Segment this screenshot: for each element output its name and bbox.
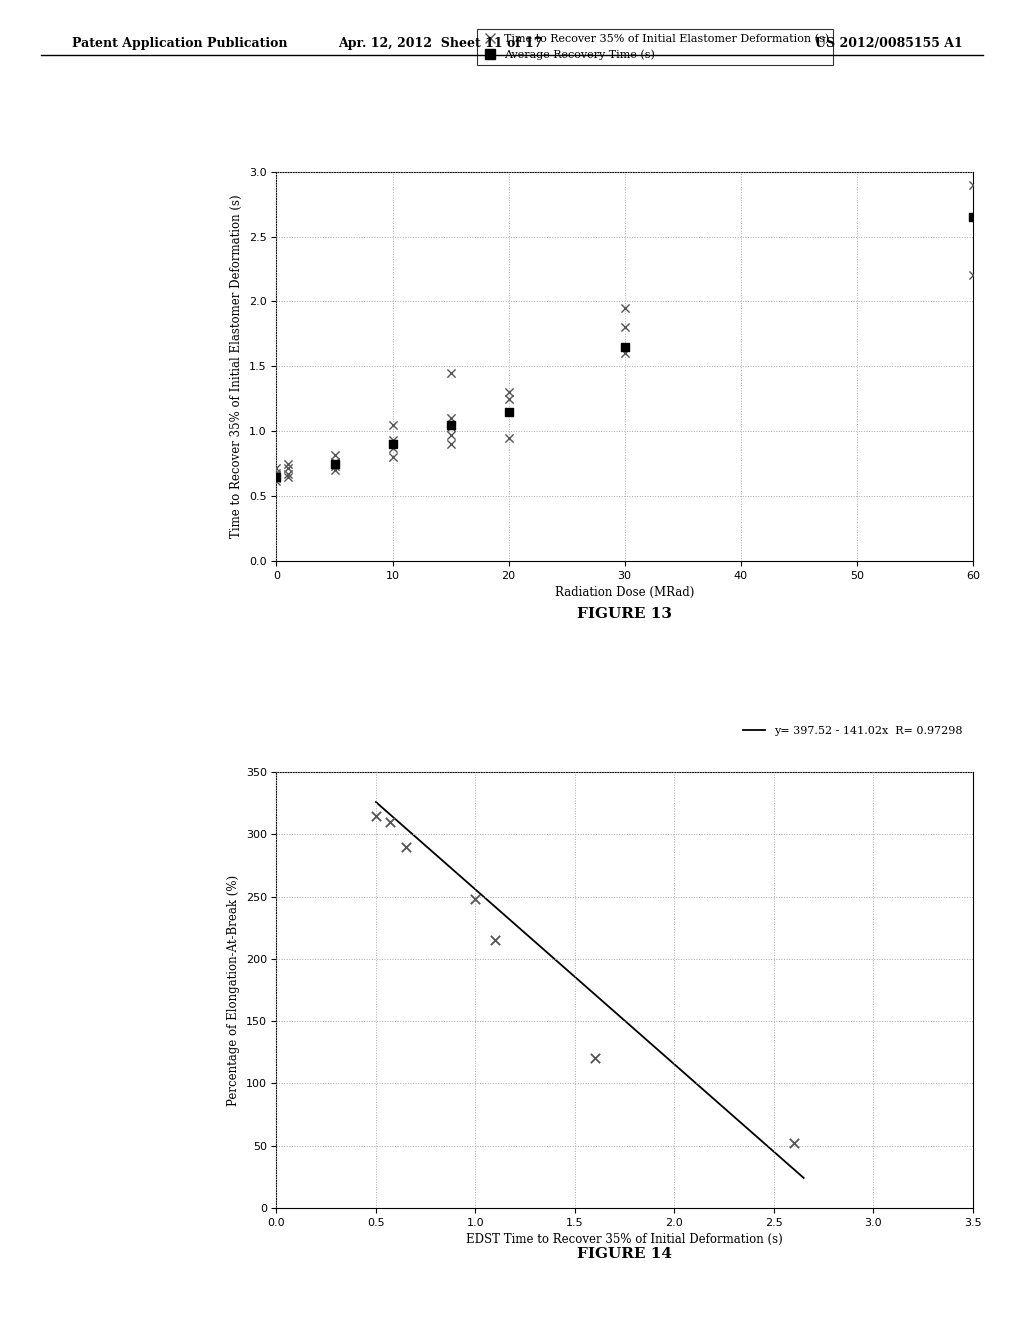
Text: FIGURE 13: FIGURE 13 bbox=[578, 607, 672, 622]
Point bbox=[501, 428, 517, 449]
Point bbox=[382, 812, 398, 833]
Point bbox=[587, 1048, 603, 1069]
Point bbox=[384, 446, 400, 467]
Point bbox=[280, 457, 296, 478]
Y-axis label: Time to Recover 35% of Initial Elastomer Deformation (s): Time to Recover 35% of Initial Elastomer… bbox=[230, 194, 244, 539]
Point bbox=[384, 433, 400, 454]
X-axis label: Radiation Dose (MRad): Radiation Dose (MRad) bbox=[555, 586, 694, 599]
Point bbox=[616, 317, 633, 338]
Point bbox=[442, 433, 459, 454]
Text: Apr. 12, 2012  Sheet 11 of 17: Apr. 12, 2012 Sheet 11 of 17 bbox=[338, 37, 543, 50]
Point bbox=[268, 466, 285, 487]
Legend: y= 397.52 - 141.02x  R= 0.97298: y= 397.52 - 141.02x R= 0.97298 bbox=[738, 721, 968, 741]
Point bbox=[268, 467, 285, 488]
Legend: Time to Recover 35% of Initial Elastomer Deformation (s), Average Recovery Time : Time to Recover 35% of Initial Elastomer… bbox=[477, 29, 834, 65]
Text: Patent Application Publication: Patent Application Publication bbox=[72, 37, 287, 50]
Y-axis label: Percentage of Elongation-At-Break (%): Percentage of Elongation-At-Break (%) bbox=[227, 874, 240, 1106]
Point bbox=[327, 455, 343, 477]
Point bbox=[616, 337, 633, 358]
Point bbox=[442, 362, 459, 383]
Text: FIGURE 14: FIGURE 14 bbox=[578, 1247, 672, 1262]
X-axis label: EDST Time to Recover 35% of Initial Deformation (s): EDST Time to Recover 35% of Initial Defo… bbox=[466, 1233, 783, 1246]
Point bbox=[384, 414, 400, 436]
Point bbox=[616, 297, 633, 318]
Point bbox=[280, 463, 296, 484]
Point bbox=[327, 453, 343, 474]
Point bbox=[467, 888, 483, 909]
Point bbox=[616, 343, 633, 364]
Point bbox=[397, 837, 414, 858]
Point bbox=[501, 401, 517, 422]
Point bbox=[268, 462, 285, 483]
Point bbox=[487, 929, 504, 950]
Point bbox=[268, 457, 285, 478]
Point bbox=[442, 417, 459, 438]
Point bbox=[965, 206, 981, 227]
Point bbox=[384, 437, 400, 458]
Point bbox=[327, 459, 343, 480]
Point bbox=[442, 425, 459, 446]
Point bbox=[268, 470, 285, 491]
Point bbox=[965, 174, 981, 195]
Point bbox=[501, 388, 517, 409]
Point bbox=[268, 465, 285, 486]
Point bbox=[280, 466, 296, 487]
Point bbox=[442, 408, 459, 429]
Point bbox=[368, 805, 384, 826]
Point bbox=[785, 1133, 802, 1154]
Point bbox=[501, 381, 517, 403]
Point bbox=[384, 430, 400, 451]
Text: US 2012/0085155 A1: US 2012/0085155 A1 bbox=[815, 37, 963, 50]
Point bbox=[965, 265, 981, 286]
Point bbox=[442, 414, 459, 436]
Point bbox=[327, 451, 343, 473]
Point bbox=[280, 453, 296, 474]
Point bbox=[327, 444, 343, 465]
